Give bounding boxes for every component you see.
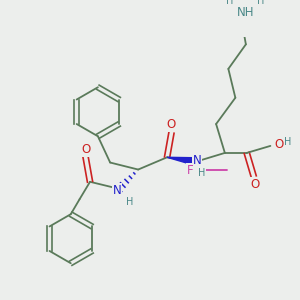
Text: O: O	[81, 143, 90, 156]
Text: O: O	[167, 118, 176, 131]
Text: O: O	[250, 178, 259, 191]
Text: H: H	[126, 197, 133, 207]
Text: N: N	[113, 184, 122, 197]
Text: NH: NH	[237, 6, 255, 19]
Polygon shape	[167, 157, 196, 166]
Text: F: F	[187, 164, 193, 177]
Text: O: O	[275, 138, 284, 151]
Text: H: H	[257, 0, 264, 6]
Text: H: H	[284, 137, 292, 147]
Text: H: H	[197, 168, 205, 178]
Text: H: H	[226, 0, 233, 6]
Text: N: N	[193, 154, 201, 167]
